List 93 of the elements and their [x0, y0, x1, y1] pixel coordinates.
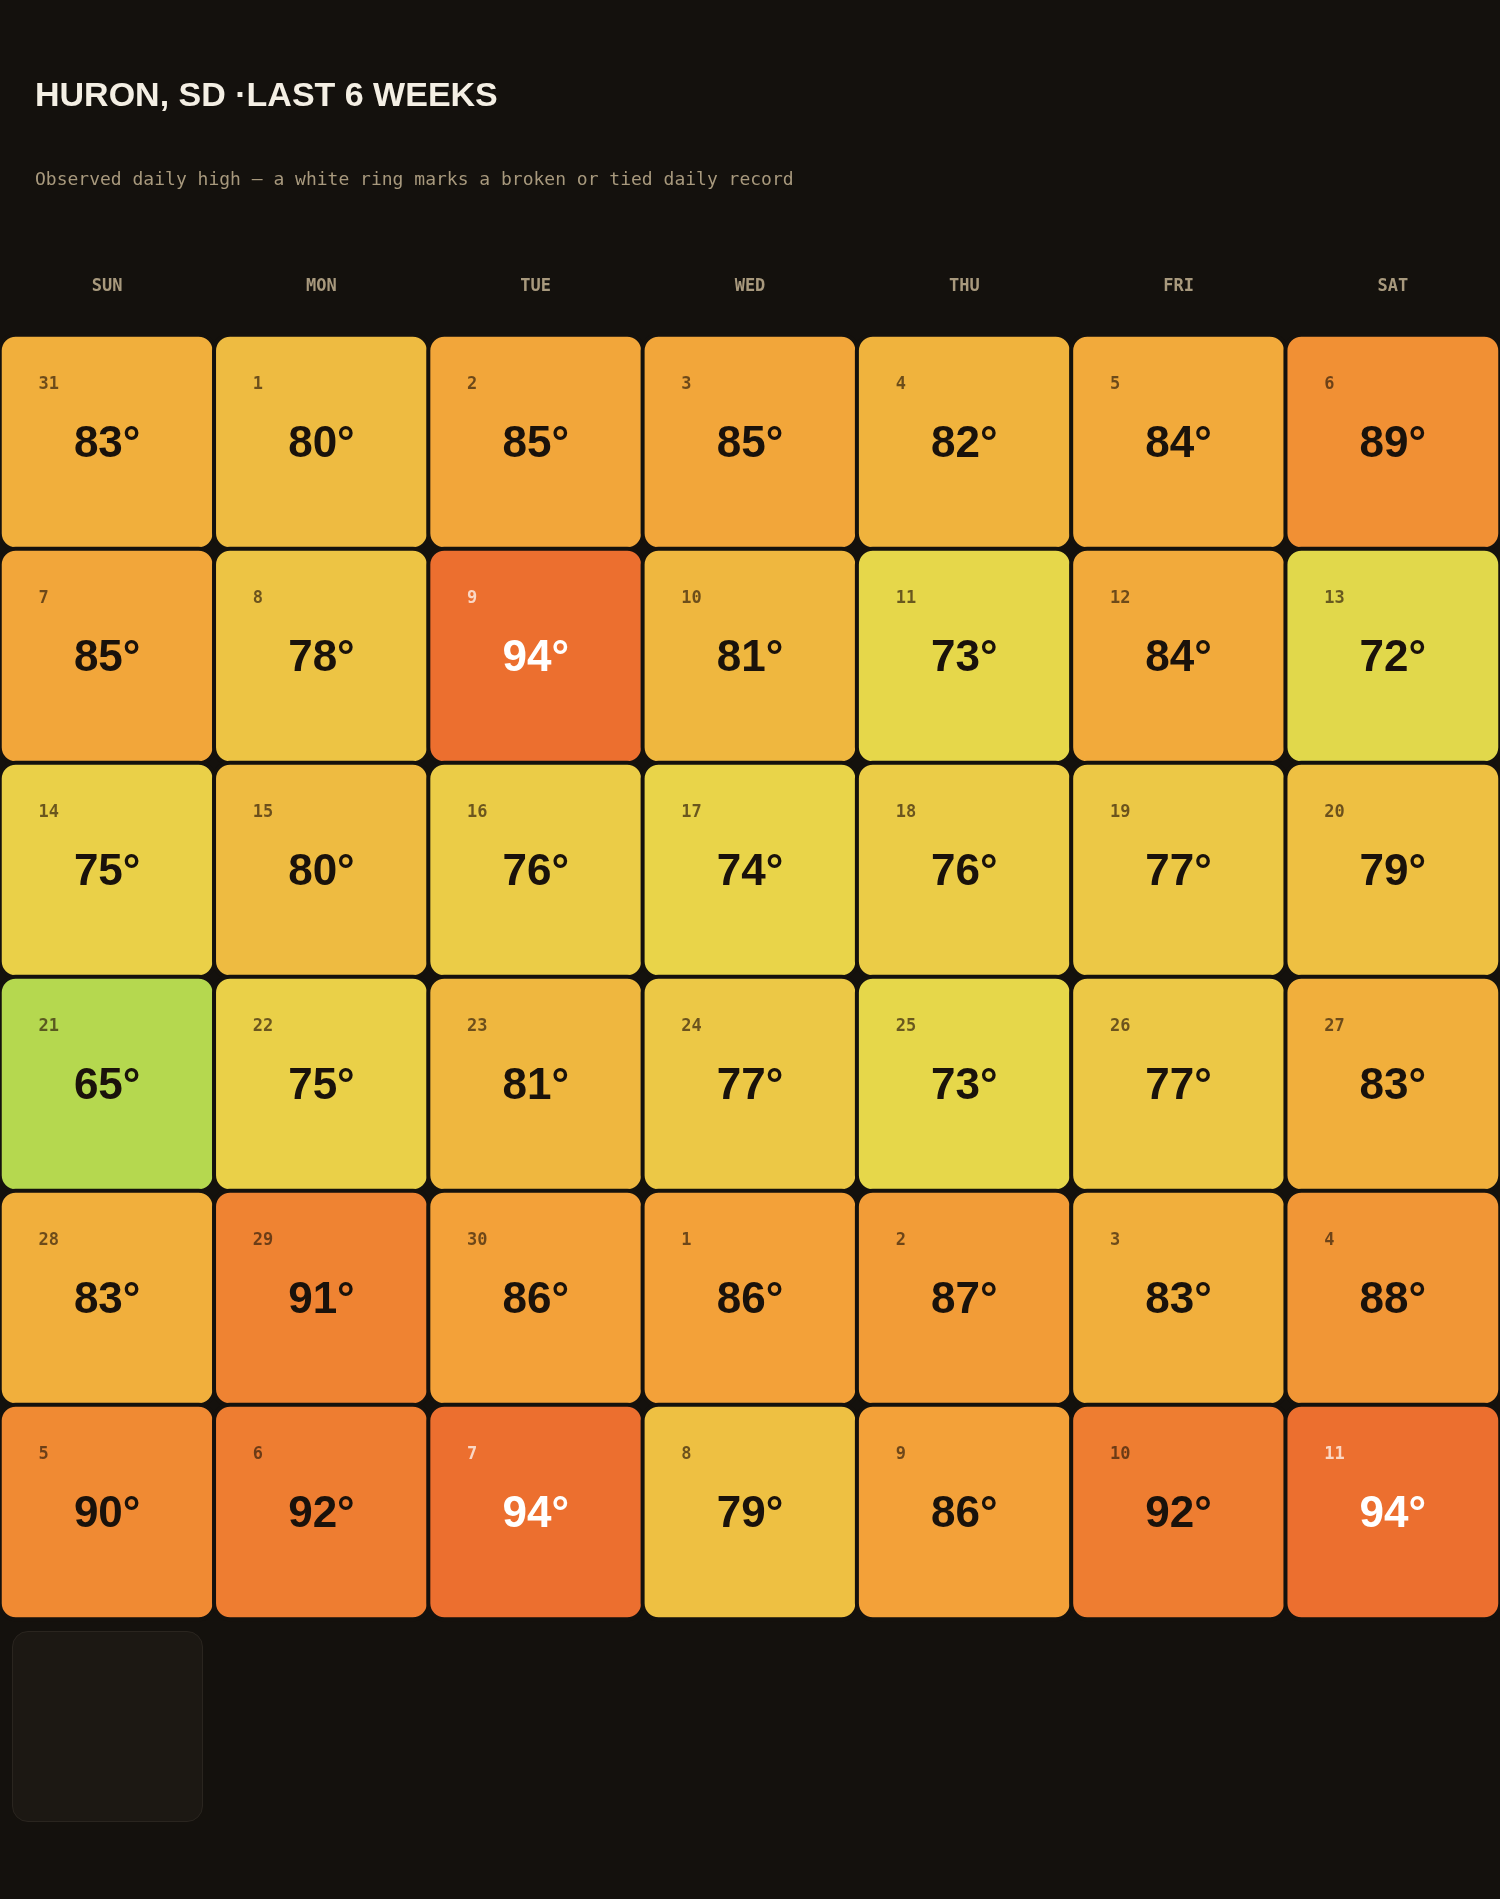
- annotation: 1: [681, 1228, 692, 1249]
- annotation: 30: [467, 1228, 488, 1249]
- data-label: 76°: [502, 844, 569, 894]
- x-tick-label: TUE: [520, 274, 552, 295]
- annotation: 7: [467, 1442, 478, 1463]
- data-label: 83°: [1145, 1272, 1212, 1322]
- data-label: 84°: [1145, 416, 1212, 466]
- data-label: 65°: [73, 1058, 141, 1108]
- data-label: 85°: [716, 416, 784, 466]
- annotation: 2: [467, 372, 478, 393]
- annotation: 28: [38, 1228, 59, 1249]
- annotation: 2: [895, 1228, 906, 1249]
- data-label: 76°: [931, 844, 998, 894]
- data-label: 73°: [931, 1058, 998, 1108]
- annotation: 20: [1324, 800, 1345, 821]
- data-label: 79°: [1359, 844, 1427, 894]
- data-label: 86°: [931, 1486, 998, 1536]
- data-label: 83°: [73, 1272, 141, 1322]
- data-label: 85°: [502, 416, 569, 466]
- annotation: 10: [681, 586, 702, 607]
- annotation: 1: [252, 372, 264, 393]
- data-label: 80°: [288, 416, 355, 466]
- annotation: 15: [252, 800, 274, 821]
- data-label: 94°: [502, 630, 569, 680]
- data-label: 74°: [716, 844, 784, 894]
- x-tick-label: SAT: [1377, 274, 1409, 295]
- x-tick-label: SUN: [91, 274, 123, 295]
- data-label: 91°: [288, 1272, 355, 1322]
- chart-title: HURON, SD ·LAST 6 WEEKS: [35, 75, 498, 113]
- annotation: 14: [38, 800, 59, 821]
- annotation: 4: [895, 372, 906, 393]
- chart-subtitle: Observed daily high — a white ring marks a broken or tied daily record: [35, 167, 794, 189]
- x-tick-label: MON: [306, 274, 337, 295]
- data-label: 85°: [73, 630, 141, 680]
- annotation: 8: [681, 1442, 692, 1463]
- data-label: 77°: [716, 1058, 784, 1108]
- data-label: 82°: [931, 416, 998, 466]
- data-label: 92°: [288, 1486, 355, 1536]
- annotation: 29: [252, 1228, 274, 1249]
- data-label: 86°: [716, 1272, 784, 1322]
- annotation: 21: [38, 1014, 59, 1035]
- x-tick-label: WED: [734, 274, 766, 295]
- annotation: 5: [38, 1442, 49, 1463]
- data-label: 88°: [1359, 1272, 1427, 1322]
- data-label: 72°: [1359, 630, 1427, 680]
- annotation: 17: [681, 800, 702, 821]
- data-label: 75°: [73, 844, 141, 894]
- data-label: 92°: [1145, 1486, 1212, 1536]
- data-label: 84°: [1145, 630, 1212, 680]
- annotation: 6: [1324, 372, 1335, 393]
- data-label: 81°: [716, 630, 784, 680]
- annotation: 7: [38, 586, 49, 607]
- annotation: 23: [467, 1014, 488, 1035]
- annotation: 26: [1109, 1014, 1131, 1035]
- data-label: 90°: [73, 1486, 141, 1536]
- annotation: 27: [1324, 1014, 1345, 1035]
- annotation: 31: [38, 372, 59, 393]
- data-label: 75°: [288, 1058, 355, 1108]
- data-label: 79°: [716, 1486, 784, 1536]
- data-label: 83°: [73, 416, 141, 466]
- data-label: 94°: [1359, 1486, 1427, 1536]
- data-label: 86°: [502, 1272, 569, 1322]
- x-tick-label: THU: [948, 274, 980, 295]
- annotation: 24: [681, 1014, 702, 1035]
- annotation: 6: [252, 1442, 264, 1463]
- annotation: 19: [1109, 800, 1131, 821]
- data-label: 77°: [1145, 844, 1212, 894]
- data-label: 89°: [1359, 416, 1427, 466]
- annotation: 18: [895, 800, 917, 821]
- data-label: 94°: [502, 1486, 569, 1536]
- annotation: 9: [467, 586, 478, 607]
- annotation: 11: [1324, 1442, 1345, 1463]
- annotation: 13: [1324, 586, 1345, 607]
- data-label: 81°: [502, 1058, 569, 1108]
- data-label: 78°: [288, 630, 355, 680]
- x-tick-label: FRI: [1163, 274, 1194, 295]
- annotation: 11: [895, 586, 917, 607]
- annotation: 3: [1109, 1228, 1121, 1249]
- data-label: 87°: [931, 1272, 998, 1322]
- data-label: 80°: [288, 844, 355, 894]
- annotation: 9: [895, 1442, 906, 1463]
- data-label: 73°: [931, 630, 998, 680]
- data-label: 83°: [1359, 1058, 1427, 1108]
- annotation: 5: [1109, 372, 1121, 393]
- annotation: 4: [1324, 1228, 1335, 1249]
- annotation: 3: [681, 372, 692, 393]
- annotation: 16: [467, 800, 488, 821]
- annotation: 10: [1109, 1442, 1131, 1463]
- annotation: 25: [895, 1014, 917, 1035]
- annotation: 12: [1109, 586, 1131, 607]
- data-label: 77°: [1145, 1058, 1212, 1108]
- annotation: 8: [252, 586, 264, 607]
- annotation: 22: [252, 1014, 274, 1035]
